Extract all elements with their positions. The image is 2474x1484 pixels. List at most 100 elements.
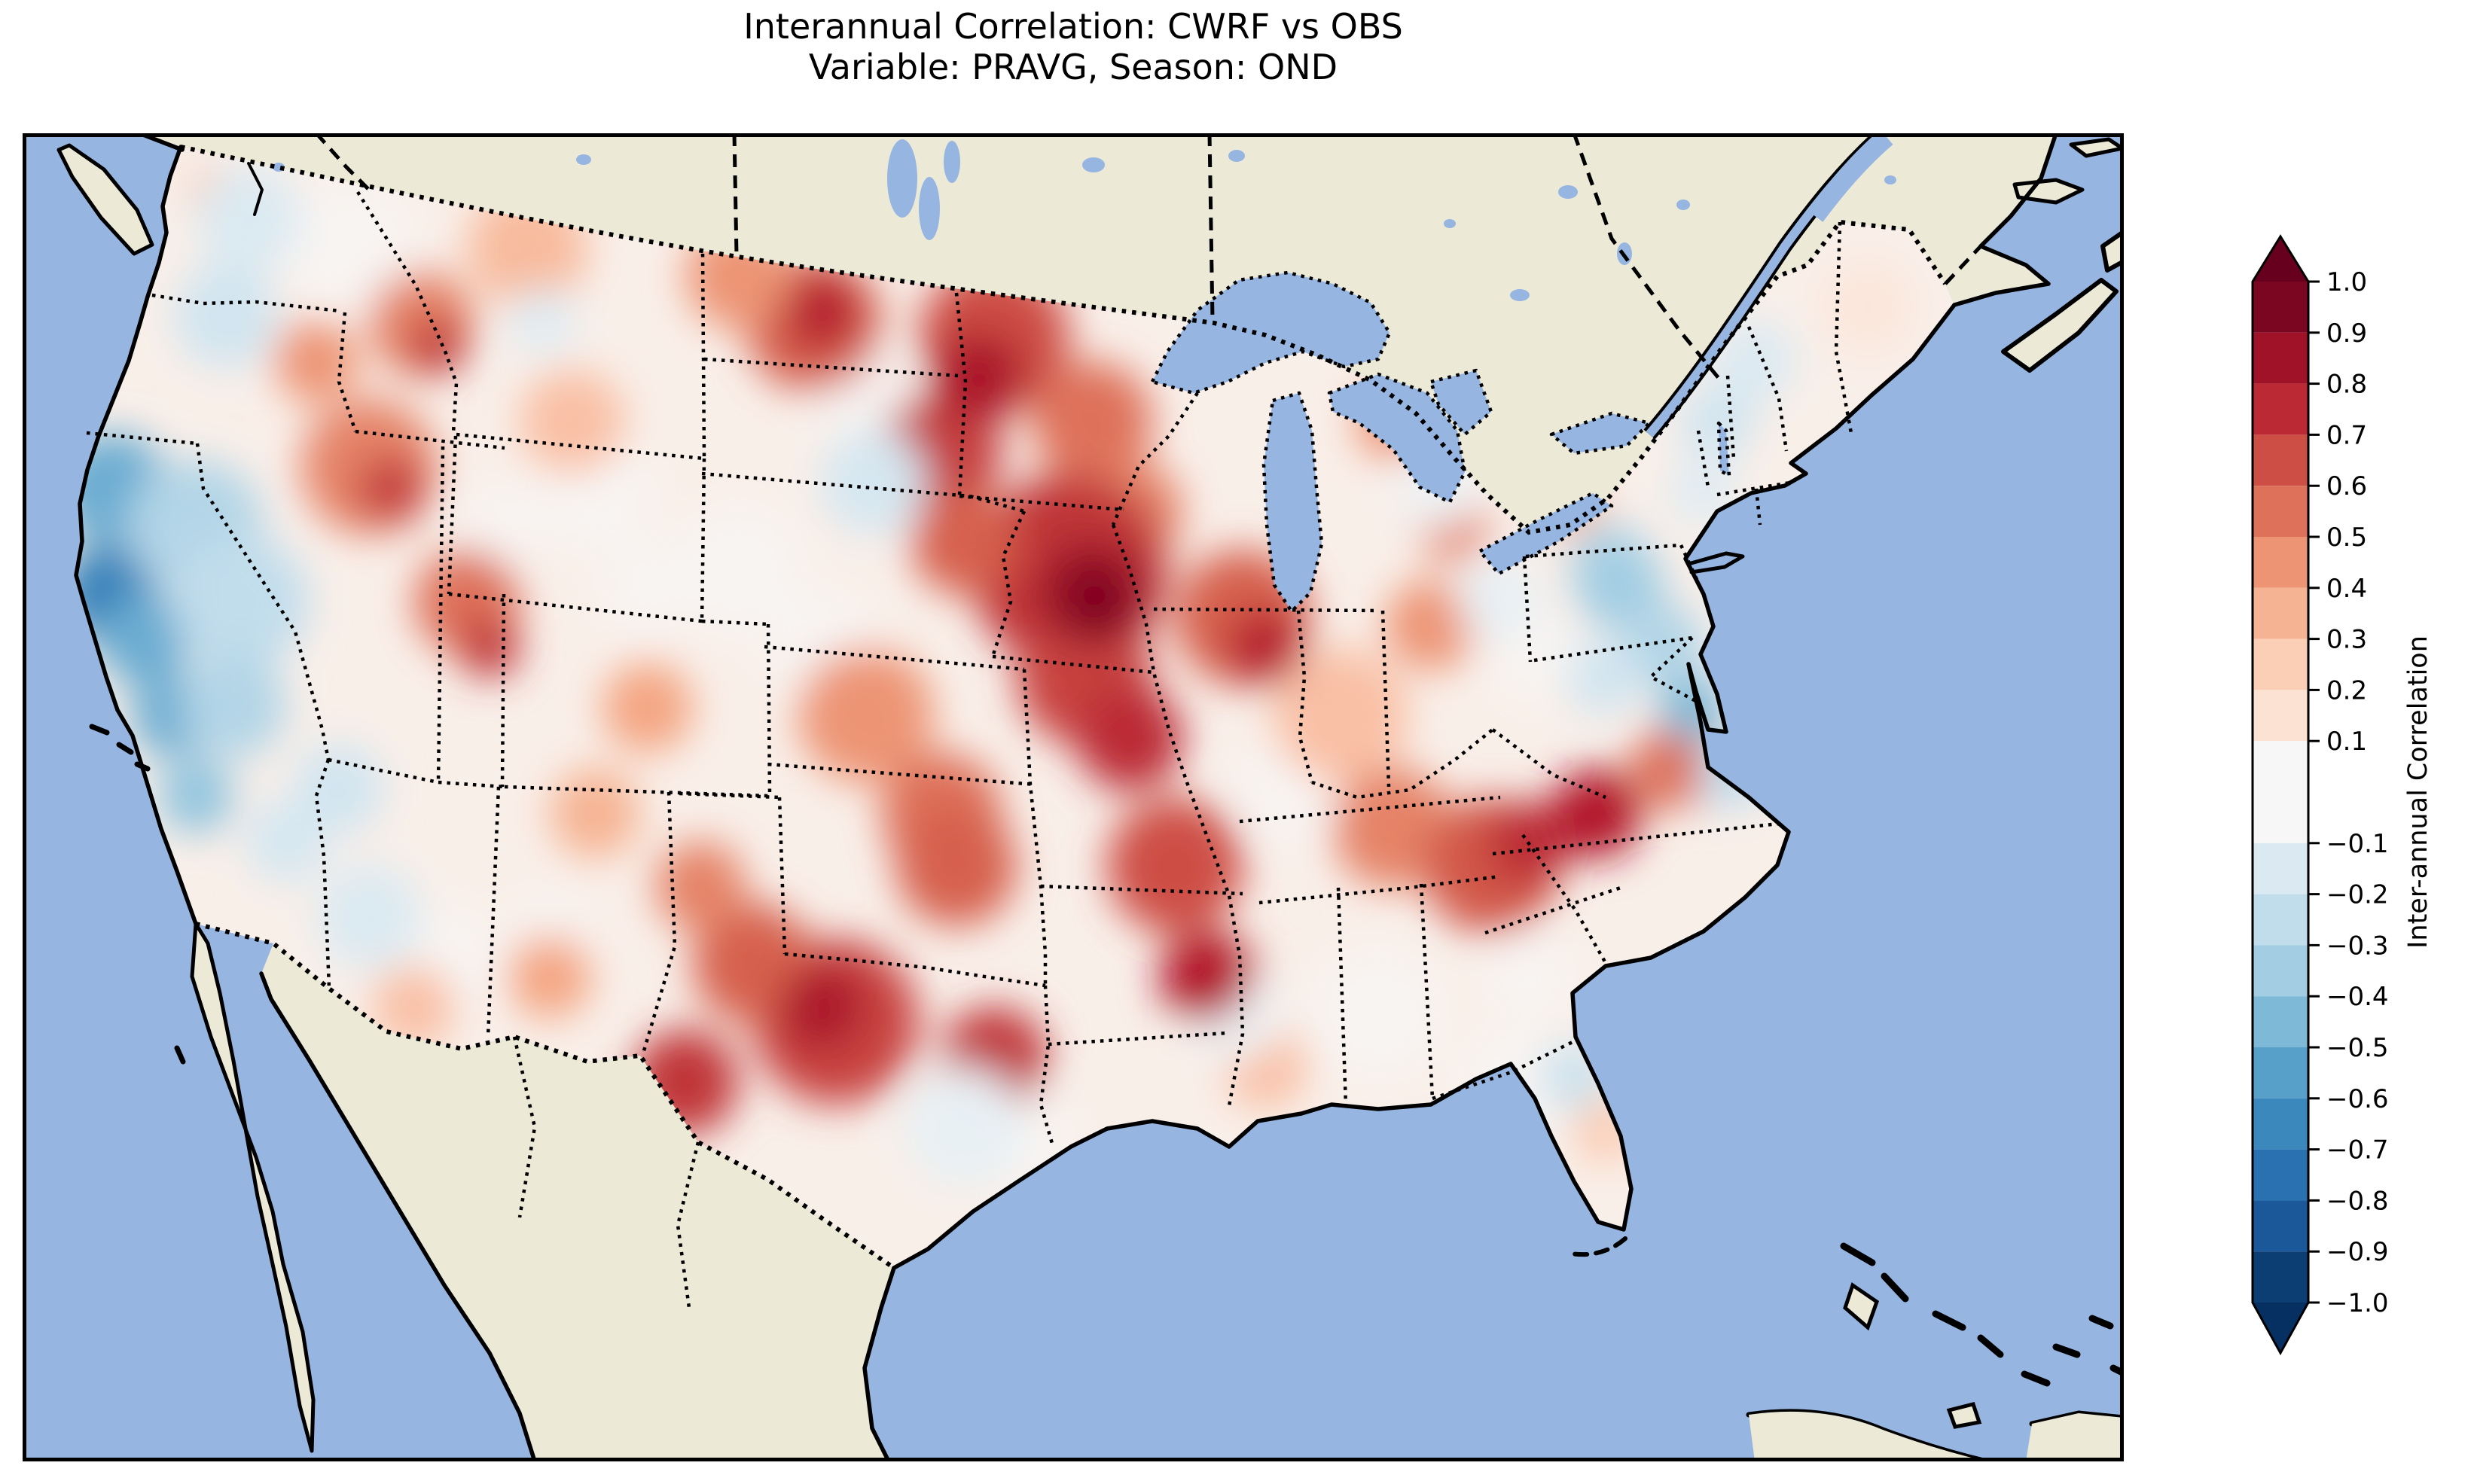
colorbar-tick-label: 0.9 — [2326, 318, 2367, 349]
bahamas-islets — [1840, 1242, 2124, 1387]
colorbar-band — [2253, 741, 2308, 843]
canada-atlantic-coastline — [1952, 133, 2058, 307]
colorbar-tick-label: −0.1 — [2326, 829, 2389, 859]
field-blob — [520, 369, 625, 474]
cape-breton-island — [2100, 230, 2124, 273]
field-blob — [459, 617, 520, 678]
lake-champlain — [1716, 421, 1731, 478]
colorbar-band — [2253, 587, 2308, 639]
us-canada-border — [180, 145, 1948, 535]
map-canvas — [23, 133, 2124, 1461]
colorbar-tick-label: 0.1 — [2326, 727, 2367, 757]
colorbar-band — [2253, 843, 2308, 894]
field-blob — [467, 487, 542, 562]
colorbar-tick-label: −0.9 — [2326, 1237, 2389, 1267]
field-blob — [508, 288, 576, 355]
field-blob — [508, 935, 591, 1018]
colorbar-band — [2253, 332, 2308, 384]
field-blob — [1160, 931, 1250, 1022]
field-blob — [1487, 935, 1570, 1018]
georgian-bay — [1429, 368, 1493, 437]
colorbar-extend-arrows — [2253, 236, 2308, 1353]
prince-edward-island — [2012, 178, 2085, 205]
field-blob — [1032, 361, 1152, 482]
title-line-1: Interannual Correlation: CWRF vs OBS — [743, 6, 1403, 47]
colorbar-tick-label: −0.6 — [2326, 1084, 2389, 1114]
field-blob — [655, 841, 746, 931]
field-blob — [602, 663, 693, 753]
field-blob — [904, 1067, 1024, 1187]
field-blob — [373, 965, 456, 1048]
map-panel — [23, 133, 2124, 1461]
puget-sound — [247, 162, 264, 216]
field-blob — [408, 318, 465, 375]
field-blob — [1386, 580, 1476, 670]
field-blob — [1623, 604, 1706, 687]
colorbar-arrow-bottom — [2253, 1303, 2308, 1353]
field-blob — [245, 800, 328, 882]
nova-scotia — [2001, 278, 2119, 373]
field-blob — [196, 166, 301, 271]
colorbar-arrow-top — [2253, 236, 2308, 282]
field-blob — [896, 806, 1017, 926]
field-blob — [98, 595, 188, 685]
lake-michigan — [1261, 391, 1324, 614]
colorbar-axis-label: Inter-annual Correlation — [2403, 635, 2433, 949]
field-blob — [1077, 685, 1182, 791]
colorbar-band — [2253, 282, 2308, 333]
figure-title: Interannual Correlation: CWRF vs OBS Var… — [23, 6, 2124, 87]
colorbar-tick-label: −1.0 — [2326, 1288, 2389, 1318]
colorbar-tick-label: −0.8 — [2326, 1186, 2389, 1216]
colorbar-band — [2253, 1149, 2308, 1201]
field-blob — [173, 264, 279, 369]
colorbar-tick-label: −0.2 — [2326, 880, 2389, 910]
field-blob — [911, 489, 1017, 595]
field-blob — [550, 768, 640, 858]
colorbar-band — [2253, 383, 2308, 435]
colorbar-band — [2253, 996, 2308, 1047]
colorbar-canvas: 1.0 0.9 0.8 0.7 0.6 0.5 0.4 0.3 0.2 0.1 −0.1 −0.2 −0… — [2251, 234, 2433, 1356]
colorbar-tick-label: 0.8 — [2326, 370, 2367, 400]
field-blob — [798, 648, 934, 783]
lake-ontario — [1549, 411, 1652, 456]
mexico-west-coastline — [259, 971, 537, 1461]
map-frame — [23, 133, 2124, 1461]
florida-keys — [1569, 1236, 1627, 1257]
field-blob — [1228, 610, 1303, 685]
field-blob — [1551, 768, 1642, 858]
field-blob — [821, 429, 926, 535]
field-blob — [779, 965, 862, 1048]
field-blob — [1713, 320, 1796, 403]
colorbar-band — [2253, 486, 2308, 537]
field-blob — [1668, 457, 1736, 525]
pacific-coastline — [74, 145, 198, 926]
national-borders — [180, 145, 1948, 1270]
colorbar-tick-label: 0.3 — [2326, 625, 2367, 655]
caribbean-land — [1749, 1282, 2124, 1461]
field-blob — [1457, 559, 1540, 641]
colorbar-band — [2253, 638, 2308, 690]
field-blob — [1631, 727, 1713, 809]
gulf-atlantic-coastline — [892, 303, 1957, 1270]
channel-islands — [89, 724, 151, 772]
st-lawrence-river — [1643, 133, 1893, 440]
colorbar-tick-label: −0.3 — [2326, 931, 2389, 961]
field-blob — [1566, 640, 1642, 715]
mexico-state-borders — [512, 1036, 700, 1309]
colorbar-tick-label: −0.5 — [2326, 1033, 2389, 1063]
coastlines — [74, 133, 2124, 1461]
field-blob — [316, 864, 422, 969]
field-blob — [358, 456, 426, 523]
colorbar-tick-label: 0.6 — [2326, 471, 2367, 501]
colorbar-band — [2253, 690, 2308, 742]
field-blob — [934, 331, 1024, 422]
canada-province-borders — [315, 133, 1982, 383]
lake-huron — [1327, 372, 1467, 504]
colorbar-tick-label: 0.5 — [2326, 523, 2367, 553]
field-blob — [294, 743, 384, 833]
colorbar-tick-label: −0.4 — [2326, 982, 2389, 1012]
colorbar-tick-label: 1.0 — [2326, 267, 2367, 297]
field-blob — [1574, 540, 1664, 630]
field-blob — [1073, 576, 1126, 629]
colorbar-band — [2253, 1098, 2308, 1150]
